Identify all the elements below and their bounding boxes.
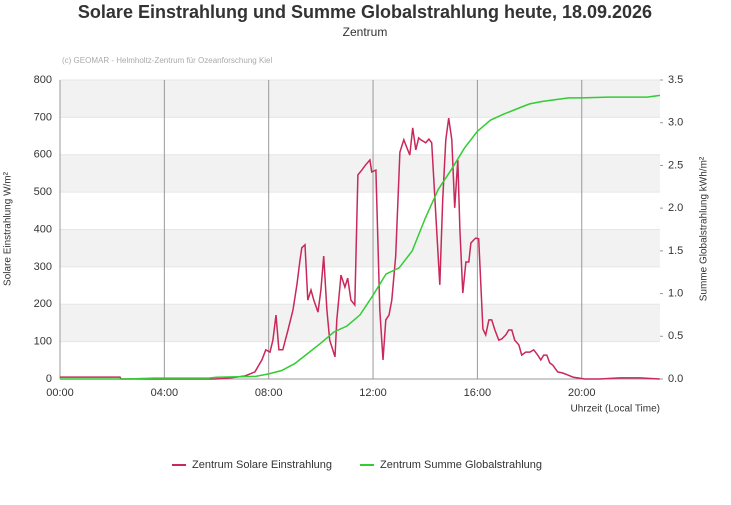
y-tick-label: 400	[34, 223, 52, 235]
legend-item: Zentrum Solare Einstrahlung	[172, 459, 332, 471]
y-axis-label: Solare Einstrahlung W/m²	[3, 171, 14, 286]
y-tick-label: 200	[34, 298, 52, 310]
x-tick-label: 04:00	[151, 387, 179, 399]
y-tick-label: 800	[34, 74, 52, 86]
legend-item: Zentrum Summe Globalstrahlung	[360, 459, 542, 471]
legend-label: Zentrum Summe Globalstrahlung	[380, 459, 542, 471]
series-line	[60, 94, 661, 380]
y-tick-label: 300	[34, 261, 52, 273]
chart-title: Solare Einstrahlung und Summe Globalstra…	[78, 2, 652, 22]
y2-tick-label: 1.5	[668, 245, 683, 257]
y-tick-label: 500	[34, 186, 52, 198]
legend-label: Zentrum Solare Einstrahlung	[192, 459, 332, 471]
chart-subtitle: Zentrum	[343, 25, 388, 39]
series-line	[60, 117, 660, 380]
x-tick-label: 08:00	[255, 387, 283, 399]
y2-tick-label: 1.0	[668, 287, 683, 299]
y-tick-label: 700	[34, 111, 52, 123]
y2-axis-label: Summe Globalstrahlung kWh/m²	[699, 156, 710, 301]
y2-tick-label: 0.5	[668, 330, 683, 342]
y2-tick-label: 2.5	[668, 159, 683, 171]
y2-tick-label: 3.0	[668, 117, 683, 129]
x-tick-label: 12:00	[359, 387, 387, 399]
x-axis-label: Uhrzeit (Local Time)	[571, 404, 660, 415]
y-tick-label: 100	[34, 336, 52, 348]
band	[60, 229, 660, 267]
x-tick-label: 16:00	[464, 387, 492, 399]
credit: (c) GEOMAR - Helmholtz-Zentrum für Ozean…	[62, 56, 273, 65]
y-tick-label: 0	[46, 373, 52, 385]
band	[60, 304, 660, 342]
band	[60, 80, 660, 118]
x-tick-label: 20:00	[568, 387, 596, 399]
y2-tick-label: 0.0	[668, 373, 683, 385]
x-tick-label: 00:00	[46, 387, 74, 399]
y-tick-label: 600	[34, 149, 52, 161]
plot-area	[59, 79, 660, 380]
y2-tick-label: 3.5	[668, 74, 683, 86]
y2-tick-label: 2.0	[668, 202, 683, 214]
